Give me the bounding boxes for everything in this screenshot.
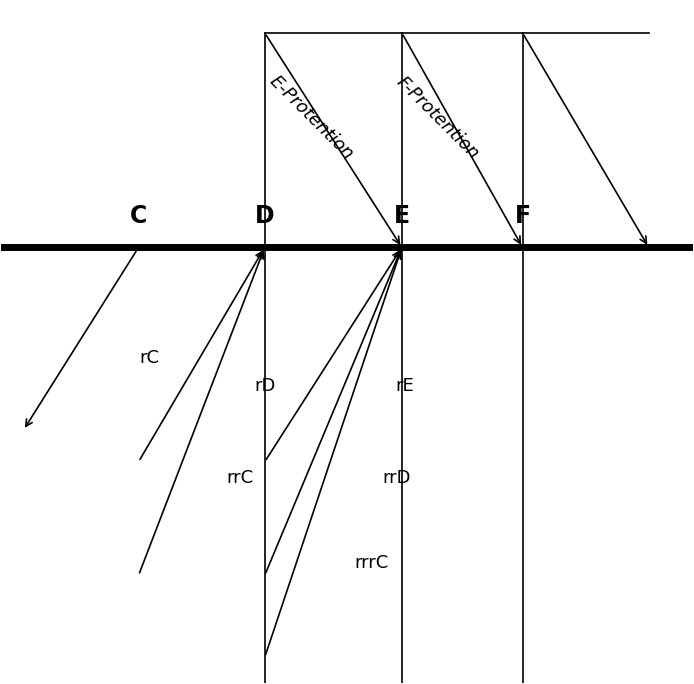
- Text: rD: rD: [254, 377, 276, 395]
- Text: rrD: rrD: [382, 469, 411, 486]
- Text: rrC: rrC: [226, 469, 253, 486]
- Text: D: D: [255, 204, 275, 228]
- Text: E-Protention: E-Protention: [266, 73, 357, 163]
- Text: E: E: [393, 204, 410, 228]
- Text: rC: rC: [139, 349, 160, 367]
- Text: F: F: [514, 204, 531, 228]
- Text: F-Protention: F-Protention: [393, 73, 482, 163]
- Text: C: C: [130, 204, 147, 228]
- Text: rrrC: rrrC: [355, 554, 389, 572]
- Text: rE: rE: [395, 377, 414, 395]
